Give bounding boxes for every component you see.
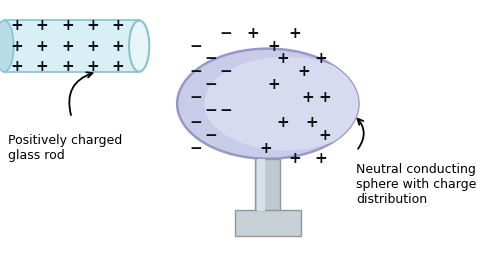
Text: +: + bbox=[318, 128, 331, 143]
Text: +: + bbox=[61, 18, 74, 33]
Text: −: − bbox=[205, 128, 217, 143]
Bar bbox=[255, 159, 280, 211]
Text: −: − bbox=[190, 39, 202, 54]
Text: −: − bbox=[190, 64, 202, 79]
Text: +: + bbox=[276, 51, 289, 66]
Text: +: + bbox=[297, 64, 310, 79]
Text: +: + bbox=[314, 51, 327, 66]
Text: +: + bbox=[87, 59, 99, 74]
Text: Positively charged
glass rod: Positively charged glass rod bbox=[8, 134, 122, 163]
Text: −: − bbox=[205, 103, 217, 118]
Text: +: + bbox=[11, 39, 23, 54]
Bar bbox=[257, 159, 265, 211]
Text: +: + bbox=[61, 59, 74, 74]
Text: +: + bbox=[314, 151, 327, 166]
Text: +: + bbox=[11, 59, 23, 74]
Text: +: + bbox=[306, 115, 318, 130]
Text: −: − bbox=[219, 103, 232, 118]
Ellipse shape bbox=[129, 20, 149, 72]
Ellipse shape bbox=[204, 57, 367, 151]
Text: +: + bbox=[36, 18, 48, 33]
Bar bbox=[235, 210, 301, 236]
Text: +: + bbox=[11, 18, 23, 33]
Text: +: + bbox=[36, 59, 48, 74]
Text: +: + bbox=[87, 39, 99, 54]
Text: +: + bbox=[247, 26, 259, 41]
Text: +: + bbox=[112, 18, 124, 33]
Text: +: + bbox=[259, 141, 272, 156]
Text: +: + bbox=[87, 18, 99, 33]
Text: +: + bbox=[268, 39, 281, 54]
Text: +: + bbox=[289, 26, 302, 41]
Text: −: − bbox=[190, 141, 202, 156]
Text: −: − bbox=[190, 90, 202, 105]
Text: −: − bbox=[205, 77, 217, 92]
Text: +: + bbox=[112, 39, 124, 54]
Text: +: + bbox=[302, 90, 314, 105]
Text: −: − bbox=[219, 64, 232, 79]
Text: +: + bbox=[318, 90, 331, 105]
Text: +: + bbox=[268, 77, 281, 92]
Text: +: + bbox=[112, 59, 124, 74]
Text: −: − bbox=[205, 51, 217, 66]
Text: +: + bbox=[36, 39, 48, 54]
Text: Neutral conducting
sphere with charge
distribution: Neutral conducting sphere with charge di… bbox=[356, 163, 477, 206]
Text: −: − bbox=[219, 26, 232, 41]
Bar bbox=[4, 20, 139, 72]
Text: +: + bbox=[276, 115, 289, 130]
Text: −: − bbox=[190, 115, 202, 130]
Ellipse shape bbox=[0, 20, 14, 72]
Text: +: + bbox=[289, 151, 302, 166]
Circle shape bbox=[177, 49, 359, 159]
Text: +: + bbox=[61, 39, 74, 54]
